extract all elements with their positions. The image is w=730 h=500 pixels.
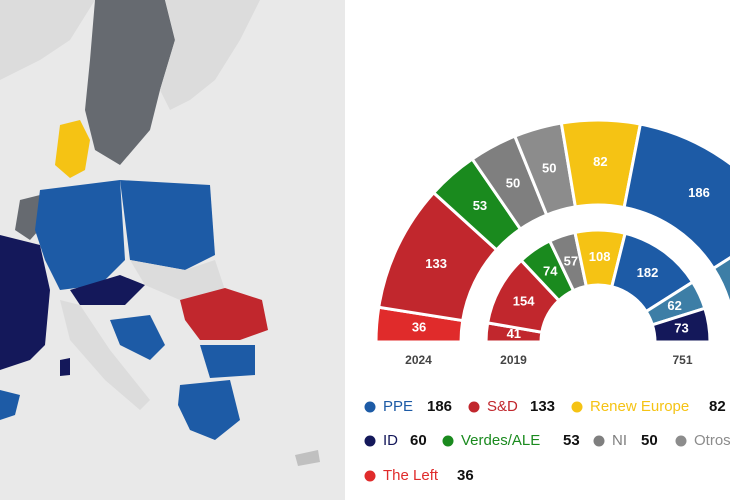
legend-value: 60: [410, 432, 427, 449]
legend-name: S&D: [487, 398, 518, 415]
seat-label: 53: [473, 198, 487, 213]
country-italy: [60, 300, 150, 410]
country-spain: [0, 390, 20, 420]
legend-marker: [442, 435, 454, 447]
land: [130, 260, 225, 300]
seat-label: 133: [425, 256, 447, 271]
year-label: 2024: [405, 353, 432, 367]
legend-value: 36: [457, 467, 474, 484]
total-label: 751: [672, 353, 692, 367]
seat-label: 50: [506, 175, 520, 190]
land: [0, 0, 95, 80]
legend: PPE 186 S&D 133 Renew Europe 82 ID 60 Verdes/ALE…: [364, 398, 730, 484]
europe-map: [0, 0, 345, 500]
legend-value: 133: [530, 398, 555, 415]
country-france: [0, 235, 50, 370]
legend-value: 82: [709, 398, 726, 415]
legend-name: Renew Europe: [590, 398, 689, 415]
seat-label: 186: [688, 185, 710, 200]
legend-name: NI: [612, 432, 627, 449]
seat-label: 154: [513, 293, 535, 308]
legend-name: Verdes/ALE: [461, 432, 540, 449]
country-poland: [120, 180, 215, 270]
legend-marker: [571, 401, 583, 413]
country-romania: [180, 288, 268, 340]
legend-marker: [675, 435, 687, 447]
seat-label: 41: [507, 326, 521, 341]
country-germany: [35, 180, 125, 290]
legend-name: Otros: [694, 432, 730, 449]
legend-name: ID: [383, 432, 398, 449]
legend-marker: [593, 435, 605, 447]
country-croatia: [110, 315, 165, 360]
country-greece: [178, 380, 240, 440]
seat-segment: [650, 306, 712, 344]
country-denmark: [55, 120, 90, 178]
seat-label: 50: [542, 161, 556, 176]
island: [60, 358, 70, 376]
legend-value: 53: [563, 432, 580, 449]
land: [160, 0, 260, 110]
seat-label: 74: [543, 264, 558, 279]
parliament-charts: 36 133 53 50 50 82 186 2024 41 154 74 57 108 182 62 73 2…: [374, 118, 730, 367]
seat-label: 36: [412, 319, 426, 334]
country-bulgaria: [200, 345, 255, 378]
legend-name: The Left: [383, 467, 439, 484]
seat-segment: [711, 256, 730, 309]
legend-marker: [468, 401, 480, 413]
seat-label: 108: [589, 249, 611, 264]
legend-value: 186: [427, 398, 452, 415]
seat-label: 73: [674, 321, 688, 336]
legend-marker: [364, 401, 376, 413]
island: [295, 450, 320, 466]
seat-segment: [622, 122, 730, 271]
legend-name: PPE: [383, 398, 413, 415]
seat-label: 57: [564, 253, 578, 268]
country-austria: [70, 275, 145, 305]
legend-value: 50: [641, 432, 658, 449]
seat-label: 62: [667, 298, 681, 313]
legend-marker: [364, 435, 376, 447]
legend-marker: [364, 470, 376, 482]
seat-label: 182: [637, 265, 659, 280]
year-label: 2019: [500, 353, 527, 367]
seat-label: 82: [593, 154, 607, 169]
country-sweden: [85, 0, 175, 165]
